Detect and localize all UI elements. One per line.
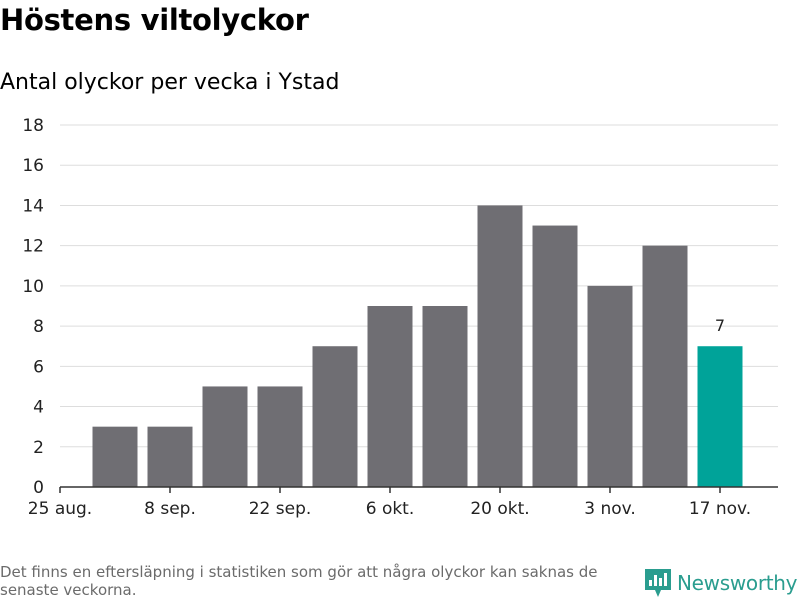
x-tick-label: 3 nov. bbox=[584, 499, 636, 519]
y-tick-label: 2 bbox=[33, 438, 44, 458]
chart-subtitle: Antal olyckor per vecka i Ystad bbox=[0, 70, 340, 95]
bars bbox=[92, 205, 743, 488]
bar bbox=[257, 386, 303, 487]
chart-title: Höstens viltolyckor bbox=[0, 3, 309, 37]
x-tick-label: 17 nov. bbox=[689, 499, 751, 519]
bar bbox=[422, 306, 468, 487]
bar bbox=[477, 205, 523, 487]
bar bbox=[532, 225, 578, 488]
y-tick-label: 8 bbox=[33, 317, 44, 337]
y-tick-label: 6 bbox=[33, 357, 44, 377]
bar bbox=[312, 346, 358, 487]
brand-name: Newsworthy bbox=[677, 571, 798, 595]
bar-highlighted bbox=[697, 346, 743, 487]
bar-chart: 0 2 4 6 8 10 12 14 16 18 7 25 aug. 8 sep. 22 sep. 6 … bbox=[22, 116, 778, 519]
bar bbox=[92, 426, 138, 487]
footnote: Det finns en eftersläpning i statistiken… bbox=[0, 563, 598, 599]
y-tick-label: 0 bbox=[33, 478, 44, 498]
data-label: 7 bbox=[715, 316, 725, 335]
newsworthy-logo-icon bbox=[645, 569, 671, 597]
y-tick-label: 10 bbox=[22, 277, 44, 297]
y-tick-label: 12 bbox=[22, 237, 44, 257]
bar bbox=[147, 426, 193, 487]
y-axis-ticks: 0 2 4 6 8 10 12 14 16 18 bbox=[22, 116, 44, 498]
y-tick-label: 14 bbox=[22, 196, 44, 216]
y-tick-label: 16 bbox=[22, 156, 44, 176]
bar bbox=[202, 386, 248, 487]
x-tick-label: 6 okt. bbox=[366, 499, 415, 519]
x-tick-label: 22 sep. bbox=[249, 499, 312, 519]
x-tick-label: 20 okt. bbox=[470, 499, 529, 519]
bar bbox=[367, 306, 413, 487]
y-tick-label: 4 bbox=[33, 398, 44, 418]
bar bbox=[587, 285, 633, 487]
y-tick-label: 18 bbox=[22, 116, 44, 136]
x-tick-label: 25 aug. bbox=[28, 499, 92, 519]
x-tick-label: 8 sep. bbox=[144, 499, 196, 519]
x-axis: 25 aug. 8 sep. 22 sep. 6 okt. 20 okt. 3 nov. 1… bbox=[28, 486, 778, 519]
bar bbox=[642, 245, 688, 487]
brand-logo[interactable]: Newsworthy bbox=[645, 569, 798, 597]
data-labels: 7 bbox=[715, 316, 725, 335]
